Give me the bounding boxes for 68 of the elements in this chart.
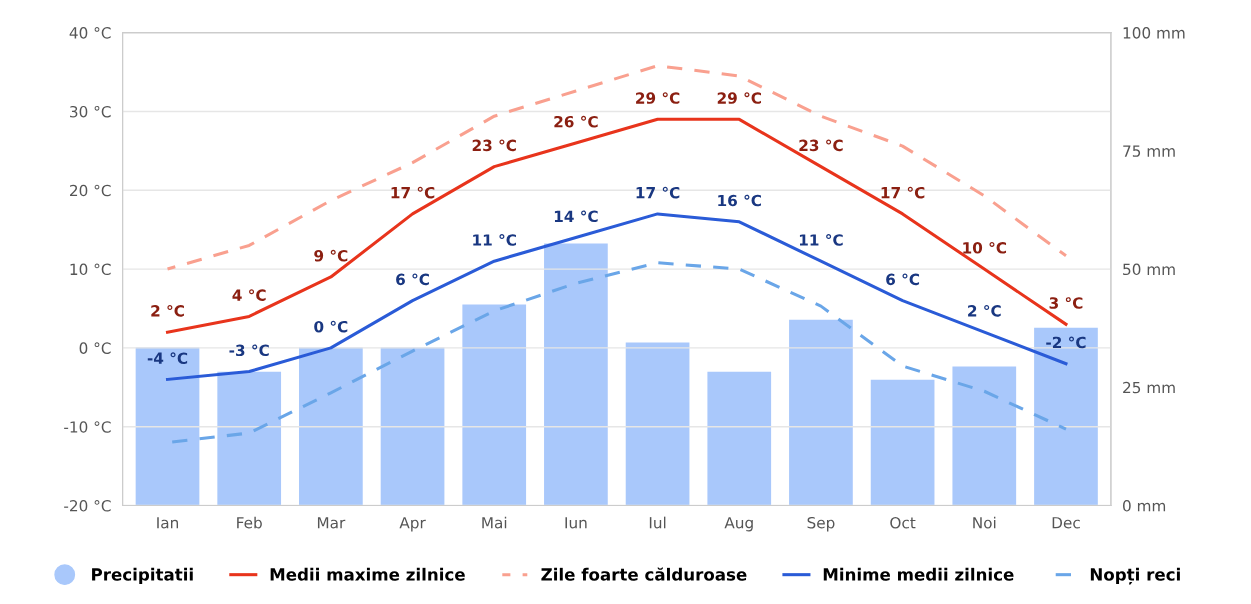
- data-label: 29 °C: [717, 92, 761, 104]
- x-tick-label: Aug: [724, 517, 753, 532]
- y-tick-label: 20 °C: [70, 184, 111, 197]
- bar: [870, 379, 935, 506]
- data-label: 23 °C: [472, 139, 516, 152]
- y-tick-label: 40 °C: [69, 27, 111, 39]
- data-label: 6 °C: [886, 273, 920, 286]
- bar: [789, 319, 853, 506]
- line-series: [165, 117, 1068, 334]
- bar: [217, 371, 282, 506]
- bar: [135, 347, 200, 506]
- y-tick-label: 10 °C: [70, 263, 111, 276]
- y2-tick-label: 75 mm: [1123, 145, 1175, 157]
- x-tick-label: Feb: [237, 516, 262, 529]
- bar: [462, 304, 527, 506]
- x-tick-label: Apr: [399, 517, 426, 532]
- x-tick-label: Sep: [807, 516, 835, 532]
- y2-tick-label: 50 mm: [1123, 263, 1175, 276]
- x-tick-label: Iun: [565, 517, 587, 529]
- x-tick-label: Iul: [649, 516, 666, 529]
- x-tick-label: Mai: [482, 516, 507, 529]
- data-label: 17 °C: [636, 186, 680, 199]
- bar: [380, 347, 445, 506]
- y-tick-label: 0 °C: [79, 342, 111, 354]
- data-label: 17 °C: [881, 186, 925, 199]
- bar: [544, 243, 608, 506]
- data-label: 17 °C: [391, 186, 435, 199]
- bar: [1034, 327, 1098, 506]
- legend-label: Medii maxime zilnice: [270, 567, 465, 581]
- data-label: 14 °C: [554, 210, 598, 223]
- y2-tick-label: 25 mm: [1123, 381, 1175, 394]
- data-label: 6 °C: [396, 273, 429, 286]
- data-label: 2 °C: [968, 305, 1001, 317]
- x-tick-label: Dec: [1052, 517, 1080, 529]
- data-label: 11 °C: [473, 234, 516, 246]
- bar: [299, 347, 363, 506]
- x-tick-label: Noi: [973, 516, 996, 529]
- data-label: 29 °C: [636, 92, 680, 104]
- x-tick-label: Mar: [317, 517, 346, 529]
- legend-label: Nopți reci: [1090, 567, 1180, 585]
- bar: [707, 371, 772, 506]
- data-label: 16 °C: [718, 194, 761, 207]
- y-tick-label: -20 °C: [64, 500, 111, 512]
- y-tick-label: 30 °C: [70, 105, 111, 118]
- bar: [625, 342, 690, 506]
- data-label: 26 °C: [554, 115, 598, 128]
- data-label: 9 °C: [314, 249, 348, 262]
- legend-label: Precipitatii: [92, 567, 193, 584]
- data-label: -3 °C: [229, 344, 269, 357]
- data-label: 4 °C: [232, 289, 266, 301]
- legend-label: Minime medii zilnice: [823, 567, 1014, 581]
- y2-tick-label: 100 mm: [1123, 27, 1185, 39]
- data-label: 10 °C: [963, 241, 1007, 254]
- data-label: -2 °C: [1046, 336, 1086, 349]
- x-tick-label: Ian: [157, 517, 178, 529]
- y-tick-label: -10 °C: [64, 421, 111, 433]
- line-series: [165, 64, 1068, 271]
- data-label: 3 °C: [1049, 297, 1083, 309]
- data-label: 0 °C: [314, 320, 348, 333]
- data-label: 11 °C: [799, 234, 843, 246]
- x-tick-label: Oct: [890, 516, 916, 529]
- data-label: 23 °C: [799, 139, 843, 152]
- data-label: 2 °C: [151, 305, 184, 317]
- line-series: [165, 212, 1068, 381]
- data-label: -4 °C: [147, 352, 188, 364]
- bar: [952, 366, 1017, 506]
- y2-tick-label: 0 mm: [1123, 500, 1166, 512]
- legend-label: Zile foarte călduroase: [541, 567, 747, 581]
